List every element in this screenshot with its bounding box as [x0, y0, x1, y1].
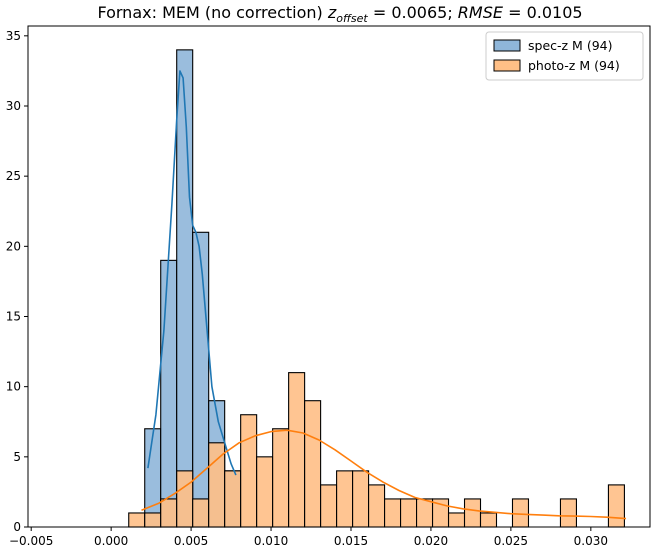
histogram-bar-series-2	[192, 498, 210, 528]
histogram-bar-series-2	[416, 498, 434, 528]
legend-swatch-series-2	[493, 59, 521, 72]
y-tick-label: 0	[13, 520, 21, 534]
y-tick-label: 35	[6, 29, 21, 43]
x-tick-label: 0.000	[94, 534, 128, 548]
histogram-bar-series-1	[160, 259, 178, 528]
title-z-subscript: offset	[336, 12, 368, 25]
x-tick-label: 0.020	[414, 534, 448, 548]
x-tick-label: 0.025	[494, 534, 528, 548]
histogram-bar-series-2	[320, 484, 338, 528]
title-z: z	[327, 3, 337, 22]
legend-label-series-2: photo-z M (94)	[528, 58, 620, 73]
histogram-bar-series-2	[352, 470, 370, 528]
axes-layer: −0.005 0.000 0.005 0.010 0.015 0.020 0.025 0.03…	[6, 25, 651, 548]
histogram-bar-series-2	[368, 484, 386, 528]
histogram-bar-series-2	[607, 484, 625, 528]
histogram-bar-series-2	[304, 400, 322, 528]
histogram-bar-series-2	[288, 372, 306, 528]
title-z-value: = 0.0065;	[368, 3, 458, 22]
histogram-bar-series-2	[160, 498, 178, 528]
title-prefix: Fornax: MEM (no correction)	[97, 3, 327, 22]
histogram-bar-series-2	[240, 414, 258, 528]
y-tick-label: 5	[13, 450, 21, 464]
legend-swatch-series-1	[493, 39, 521, 52]
y-tick-label: 20	[6, 239, 21, 253]
kde-layer	[141, 70, 627, 520]
title-rmse: RMSE	[458, 3, 504, 22]
y-tick-label: 15	[6, 309, 21, 323]
histogram-bar-series-1	[144, 428, 162, 528]
histogram-bar-series-2	[511, 498, 530, 528]
histogram-bar-series-2	[224, 470, 242, 528]
x-tick-label: 0.005	[174, 534, 208, 548]
histogram-bar-series-2	[463, 498, 482, 528]
legend-box	[485, 31, 644, 81]
chart-title: Fornax: MEM (no correction) zoffset = 0.…	[97, 3, 582, 25]
kde-line-series-1	[147, 70, 237, 476]
histogram-bar-series-2	[256, 456, 274, 528]
x-tick-label: −0.005	[9, 534, 53, 548]
histogram-bar-series-2	[559, 498, 577, 528]
histogram-bar-series-2	[272, 428, 290, 528]
histogram-bar-series-2	[128, 512, 146, 528]
histogram-bar-series-2	[384, 498, 402, 528]
legend-label-series-1: spec-z M (94)	[528, 38, 612, 53]
histogram-bar-series-1	[192, 231, 210, 528]
histogram-bar-series-2	[479, 512, 498, 528]
title-rmse-value: = 0.0105	[503, 3, 583, 22]
histogram-bar-series-2	[176, 470, 194, 528]
y-tick-label: 10	[6, 380, 21, 394]
legend: spec-z M (94) photo-z M (94)	[485, 31, 644, 81]
histogram-bar-series-2	[447, 512, 466, 528]
histogram-bar-series-2	[336, 470, 354, 528]
x-tick-label: 0.030	[574, 534, 608, 548]
kde-line-series-2	[141, 429, 627, 520]
x-tick-label: 0.010	[254, 534, 288, 548]
y-tick-label: 30	[6, 99, 21, 113]
histogram-bar-series-2	[400, 498, 418, 528]
histogram-bar-series-1	[176, 49, 194, 528]
x-tick-label: 0.015	[334, 534, 368, 548]
plot-frame	[27, 25, 651, 528]
y-tick-label: 25	[6, 169, 21, 183]
histogram-bar-series-2	[144, 512, 162, 528]
